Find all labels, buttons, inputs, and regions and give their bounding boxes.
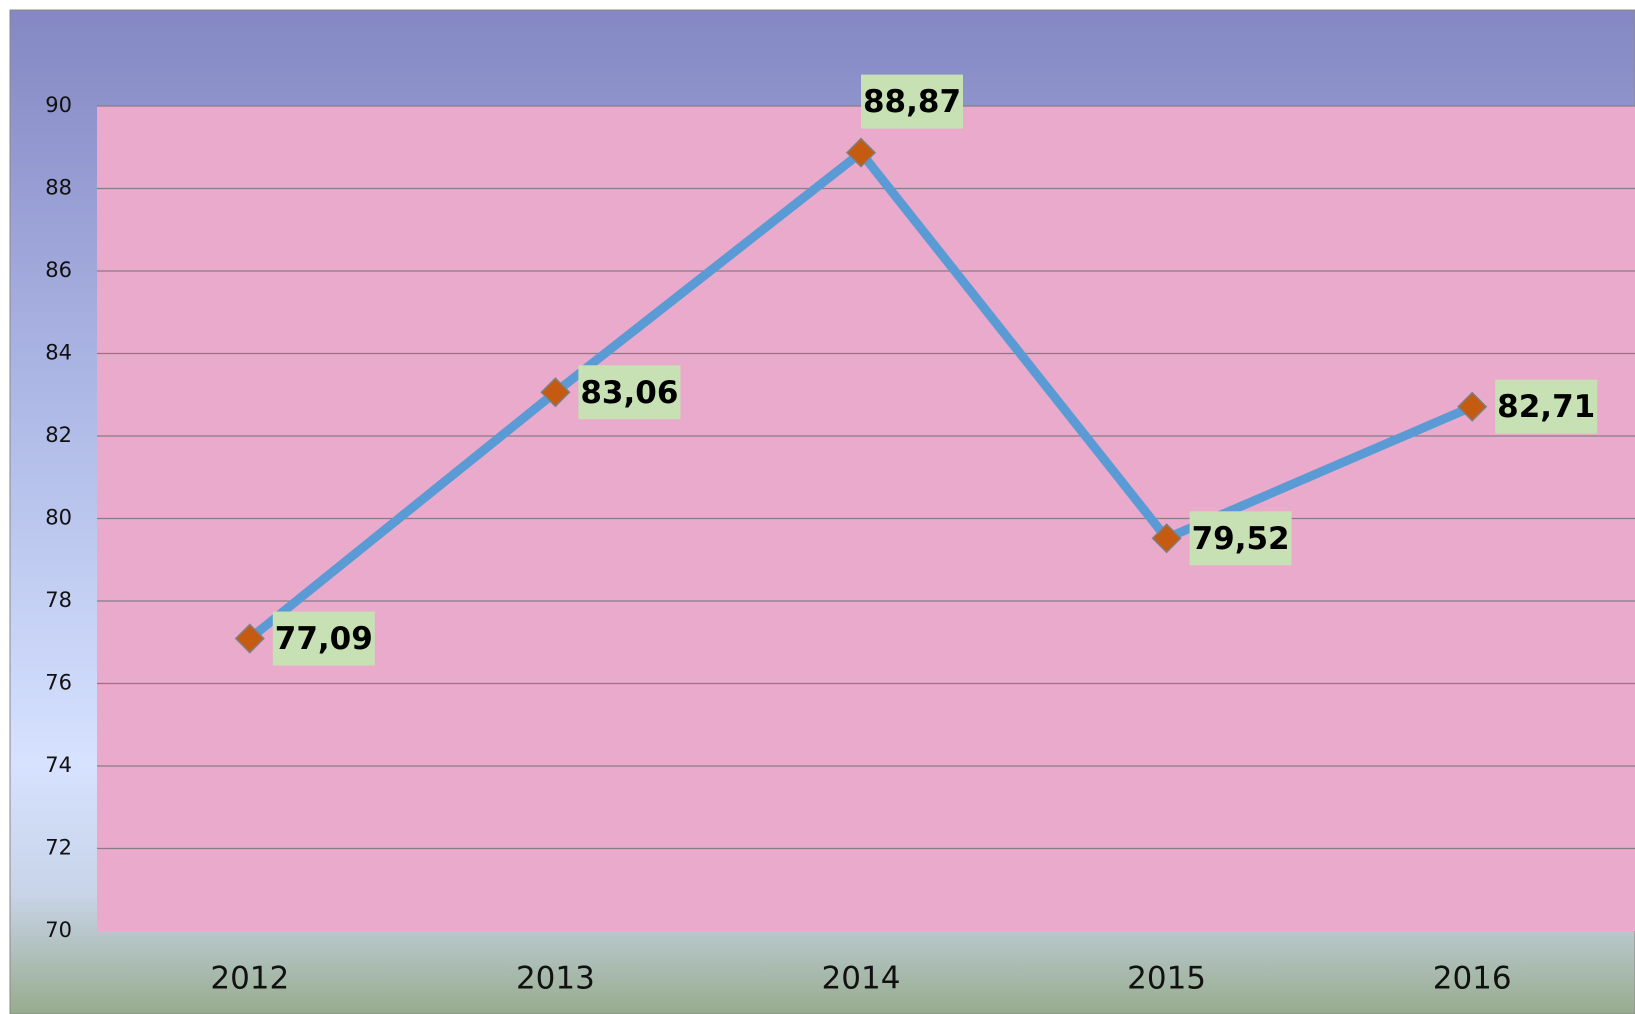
data-label-box xyxy=(272,611,375,666)
y-tick-label: 82 xyxy=(45,423,72,447)
x-tick-label: 2013 xyxy=(516,961,595,997)
y-tick-label: 80 xyxy=(45,506,72,530)
x-tick-label: 2015 xyxy=(1127,961,1206,997)
data-label: 82,71 xyxy=(1497,389,1595,425)
x-tick-label: 2014 xyxy=(822,961,901,997)
marker xyxy=(845,137,877,168)
marker xyxy=(1457,391,1488,422)
y-tick-label: 74 xyxy=(45,753,72,777)
data-label: 79,52 xyxy=(1192,521,1290,557)
data-label-box xyxy=(578,365,681,420)
x-tick-label: 2016 xyxy=(1433,961,1512,997)
y-tick-label: 72 xyxy=(45,836,72,860)
y-tick-label: 86 xyxy=(45,258,72,282)
y-tick-label: 70 xyxy=(45,918,72,942)
data-label-box xyxy=(1189,511,1292,566)
y-tick-label: 90 xyxy=(45,93,72,117)
y-tick-label: 76 xyxy=(45,671,72,695)
data-label: 88,87 xyxy=(863,84,961,120)
marker xyxy=(540,377,571,408)
data-label: 83,06 xyxy=(580,375,678,411)
marker xyxy=(1151,523,1182,554)
y-tick-label: 84 xyxy=(45,341,72,365)
data-label-box xyxy=(861,74,963,129)
y-tick-label: 88 xyxy=(45,176,72,200)
marker xyxy=(234,623,265,654)
y-tick-label: 78 xyxy=(45,588,72,612)
data-label-box xyxy=(1495,379,1598,434)
x-tick-label: 2012 xyxy=(210,961,289,997)
data-label: 77,09 xyxy=(275,621,373,657)
